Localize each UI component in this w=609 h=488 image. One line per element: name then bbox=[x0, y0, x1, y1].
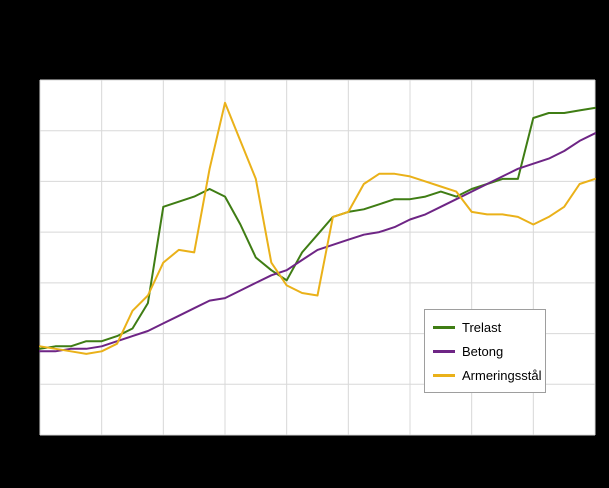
legend-item-betong: Betong bbox=[433, 339, 537, 363]
legend-label-trelast: Trelast bbox=[462, 319, 502, 335]
legend-label-armeringsstal: Armeringsstål bbox=[462, 367, 542, 383]
armeringsstal-color-swatch bbox=[433, 373, 455, 377]
betong-color-swatch bbox=[433, 349, 455, 353]
chart-legend: Trelast Betong Armeringsstål bbox=[424, 309, 546, 393]
legend-item-trelast: Trelast bbox=[433, 315, 537, 339]
trelast-color-swatch bbox=[433, 325, 455, 329]
series-line-trelast bbox=[39, 106, 596, 350]
legend-label-betong: Betong bbox=[462, 343, 504, 359]
series-line-betong bbox=[39, 132, 596, 353]
series-line-armeringsstål bbox=[39, 101, 596, 355]
legend-item-armeringsstal: Armeringsstål bbox=[433, 363, 541, 387]
